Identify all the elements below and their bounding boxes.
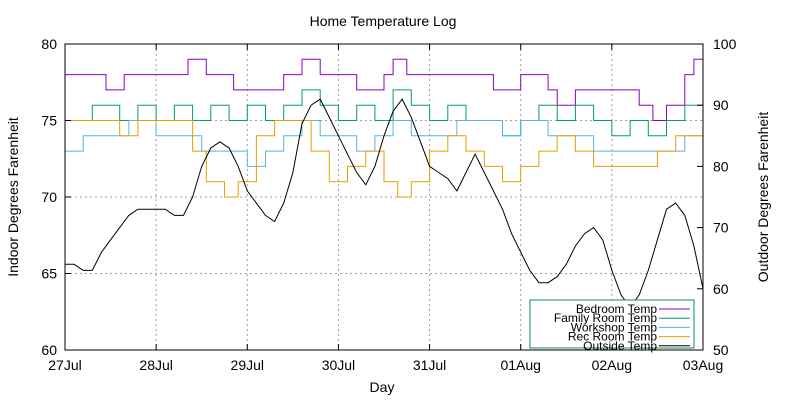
x-tick-label: 02Aug	[592, 357, 632, 373]
right-y-tick-label: 70	[713, 220, 729, 236]
chart-title: Home Temperature Log	[310, 13, 457, 29]
series-line-rec-room-temp	[65, 120, 704, 198]
right-y-tick-label: 50	[713, 342, 729, 358]
legend-label-outside-temp: Outside Temp	[583, 339, 657, 353]
series-line-outside-temp	[65, 98, 704, 309]
left-y-tick-label: 75	[41, 113, 57, 129]
x-tick-label: 27Jul	[48, 357, 81, 373]
legend-label-family-room-temp: Family Room Temp	[554, 311, 657, 325]
x-axis-label: Day	[370, 379, 395, 395]
right-y-axis-label: Outdoor Degrees Farenheit	[755, 112, 771, 283]
right-y-tick-label: 100	[713, 36, 737, 52]
x-tick-label: 01Aug	[500, 357, 540, 373]
series-line-family-room-temp	[65, 89, 704, 137]
x-tick-label: 30Jul	[322, 357, 355, 373]
right-y-tick-label: 90	[713, 97, 729, 113]
left-y-tick-label: 65	[41, 266, 57, 282]
left-y-axis-label: Indoor Degrees Farenheit	[5, 117, 21, 277]
left-y-tick-label: 70	[41, 189, 57, 205]
right-y-tick-label: 60	[713, 281, 729, 297]
legend-label-bedroom-temp: Bedroom Temp	[576, 302, 657, 316]
x-tick-label: 29Jul	[231, 357, 264, 373]
left-y-tick-label: 80	[41, 36, 57, 52]
x-tick-label: 31Jul	[413, 357, 446, 373]
legend-box	[529, 299, 695, 349]
legend-label-workshop-temp: Workshop Temp	[571, 320, 658, 334]
legend-label-rec-room-temp: Rec Room Temp	[568, 330, 657, 344]
series-line-bedroom-temp	[65, 58, 704, 121]
x-tick-label: 03Aug	[683, 357, 723, 373]
right-y-tick-label: 80	[713, 158, 729, 174]
x-tick-label: 28Jul	[139, 357, 172, 373]
left-y-tick-label: 60	[41, 342, 57, 358]
